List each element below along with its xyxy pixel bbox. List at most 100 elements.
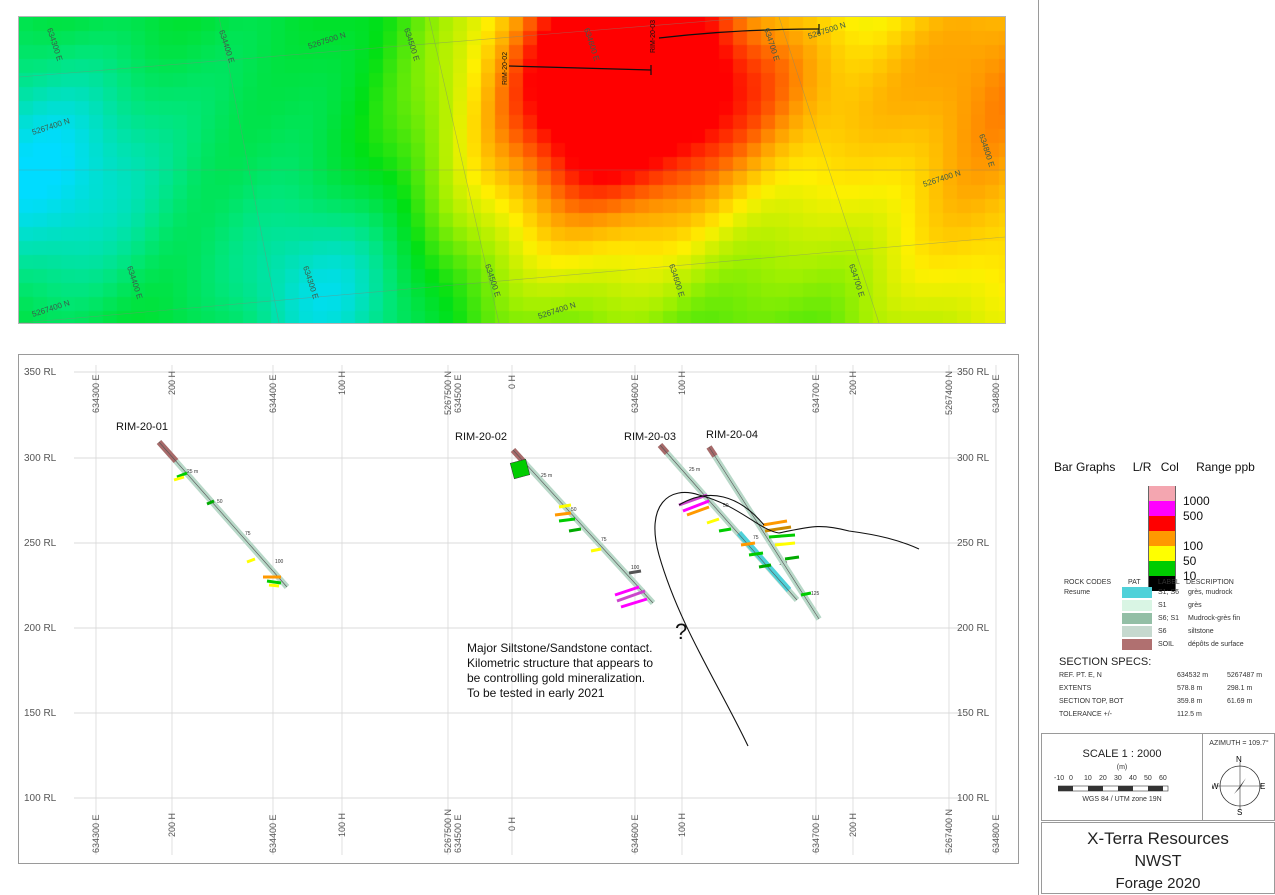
map-overlay: 5267500 N 5267500 N 634400 E 634500 E 63… <box>19 17 1005 323</box>
description-title: DESCRIPTION <box>1186 579 1234 586</box>
rock-label: SOIL <box>1158 641 1174 648</box>
compass-s: S <box>1237 808 1242 816</box>
spec-value-1: 112.5 m <box>1177 711 1202 718</box>
note-line: Major Siltstone/Sandstone contact. <box>467 641 653 655</box>
map-label: 634700 E <box>847 263 866 298</box>
hole-label-rim-20-01: RIM-20-01 <box>116 421 168 433</box>
rl-label-right: 300 RL <box>957 453 990 464</box>
bar-graphs-label: Bar Graphs <box>1054 460 1116 474</box>
range-swatch <box>1148 501 1176 516</box>
map-label: 5267400 N <box>31 298 71 319</box>
legend-sidebar <box>1038 0 1275 895</box>
hole-label-rim-20-02: RIM-20-02 <box>455 431 507 443</box>
lr-label: L/R <box>1132 460 1152 474</box>
top-axis-label: 634500 E <box>453 374 463 413</box>
bottom-axis-label: 634600 E <box>630 814 640 853</box>
spec-row: REF. PT. E, N 634532 m 5267487 m <box>1059 672 1265 685</box>
bottom-axis-label: 100 H <box>337 813 347 837</box>
trace-rim-20-02 <box>508 65 652 71</box>
rl-label-left: 250 RL <box>24 538 57 549</box>
drill-hole-rim-20-03: 25 m 50 75 100 <box>657 443 800 602</box>
top-axis-label: 200 H <box>167 371 177 395</box>
rock-swatch <box>1122 626 1152 637</box>
spec-key: TOLERANCE +/- <box>1059 711 1112 718</box>
depth-mark: 75 <box>601 537 607 543</box>
col-label: Col <box>1160 460 1179 474</box>
top-axis-label: 634400 E <box>268 374 278 413</box>
rock-swatch <box>1122 613 1152 624</box>
map-label: 634600 E <box>582 27 601 62</box>
azimuth-label: AZIMUTH = 109.7° <box>1209 740 1269 747</box>
bottom-axis-label: 5267500 N <box>443 809 453 853</box>
top-axis-label: 5267400 N <box>944 371 954 415</box>
depth-mark: 100 <box>275 559 284 565</box>
depth-mark: 50 <box>571 507 577 513</box>
map-label: 634600 E <box>667 263 686 298</box>
depth-mark: 50 <box>217 499 223 505</box>
cross-section-panel: 350 RL 300 RL 250 RL 200 RL 150 RL 100 R… <box>18 354 1019 864</box>
top-axis-label: 100 H <box>337 371 347 395</box>
rock-label: S6; S1 <box>1158 615 1180 622</box>
range-swatch <box>1148 546 1176 561</box>
bottom-axis-label: 0 H <box>507 817 517 831</box>
map-label: 5267400 N <box>31 116 71 137</box>
scale-title: SCALE 1 : 2000 <box>1082 748 1162 760</box>
section-specs-title: SECTION SPECS: <box>1059 656 1152 668</box>
top-axis-label: 100 H <box>677 371 687 395</box>
rock-code-row: S1 grès <box>1064 600 1274 612</box>
range-swatch <box>1148 531 1176 546</box>
pat-title: PAT <box>1128 579 1141 586</box>
scale-tick: 50 <box>1144 775 1152 782</box>
resume-label: Resume <box>1064 589 1091 596</box>
spec-value-1: 634532 m <box>1177 672 1209 679</box>
rock-label: S1; S6 <box>1158 589 1180 596</box>
map-label: 634800 E <box>977 133 996 168</box>
rock-code-row: S6 siltstone <box>1064 626 1274 638</box>
rock-code-row: S1; S6 grès, mudrock <box>1064 587 1274 599</box>
depth-mark: 50 <box>723 503 729 509</box>
map-hole-label: RIM-20-02 <box>502 52 509 85</box>
datum-label: WGS 84 / UTM zone 19N <box>1082 796 1162 803</box>
north-arrow-compass: N S E W <box>1212 755 1265 816</box>
rock-code-row: SOIL dépôts de surface <box>1064 639 1274 651</box>
range-label: 1000 <box>1183 494 1210 508</box>
scale-unit: (m) <box>1116 764 1128 771</box>
rl-label-left: 300 RL <box>24 453 57 464</box>
rock-label: S6 <box>1158 628 1167 635</box>
scale-tick: 20 <box>1099 775 1107 782</box>
range-label: 10 <box>1183 569 1197 583</box>
bottom-axis-label: 634700 E <box>811 814 821 853</box>
range-swatch <box>1148 561 1176 576</box>
rock-swatch <box>1122 600 1152 611</box>
range-label: Range ppb <box>1196 460 1255 474</box>
compass-n: N <box>1236 755 1242 764</box>
company-name: X-Terra Resources <box>1087 829 1229 848</box>
top-axis-label: 0 H <box>507 375 517 389</box>
rl-label-right: 350 RL <box>957 367 990 378</box>
rl-label-left: 200 RL <box>24 623 57 634</box>
spec-value-2: 61.69 m <box>1227 698 1253 705</box>
rock-description: grès <box>1188 602 1202 609</box>
bottom-axis-label: 634400 E <box>268 814 278 853</box>
rl-label-right: 150 RL <box>957 708 990 719</box>
spec-value-2: 298.1 m <box>1227 685 1253 692</box>
map-label: 5267500 N <box>807 20 847 41</box>
map-label: 5267400 N <box>922 168 962 189</box>
map-hole-label: RIM-20-03 <box>650 20 657 53</box>
project-name: NWST <box>1134 853 1182 870</box>
top-axis-label: 634800 E <box>991 374 1001 413</box>
program-name: Forage 2020 <box>1115 875 1201 892</box>
depth-mark: 25 m <box>541 473 552 479</box>
rl-label-left: 350 RL <box>24 367 57 378</box>
depth-mark: 25 m <box>689 467 700 473</box>
top-axis-label: 634700 E <box>811 374 821 413</box>
scale-tick: 60 <box>1159 775 1167 782</box>
question-mark: ? <box>675 619 687 644</box>
depth-mark: 75 <box>753 535 759 541</box>
spec-key: REF. PT. E, N <box>1059 672 1102 679</box>
rock-description: grès, mudrock <box>1188 589 1233 596</box>
depth-mark: 25 m <box>187 469 198 475</box>
scale-tick: 40 <box>1129 775 1137 782</box>
rock-code-row: S6; S1 Mudrock-grès fin <box>1064 613 1274 625</box>
depth-mark: 125 <box>811 591 820 597</box>
